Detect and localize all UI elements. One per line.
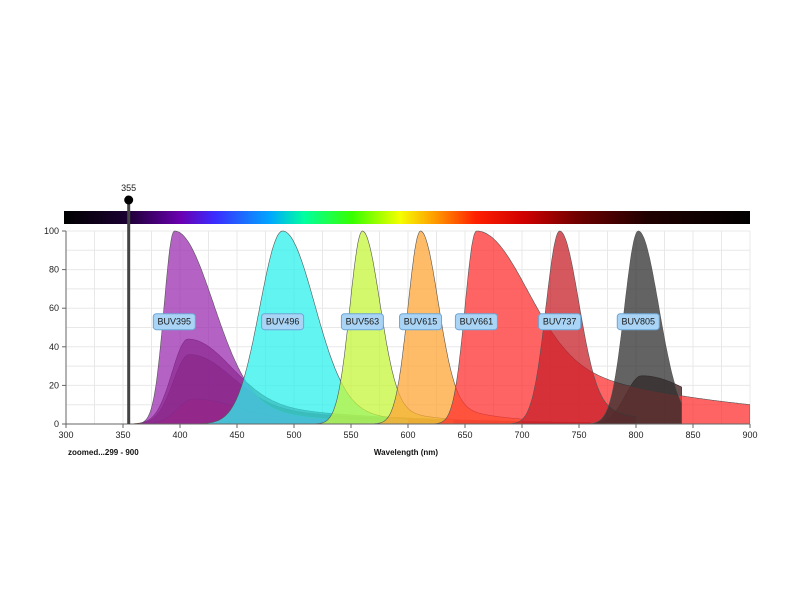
dye-label-buv805[interactable]: BUV805 (616, 313, 660, 331)
dye-label-box (399, 313, 443, 331)
x-tick-label: 600 (400, 430, 415, 440)
x-tick-label: 800 (628, 430, 643, 440)
dye-label-text: BUV805 (622, 317, 656, 327)
y-tick-label: 20 (49, 380, 59, 390)
dye-label-box (616, 313, 660, 331)
dye-label-buv395[interactable]: BUV395 (152, 313, 196, 331)
x-tick-label: 450 (229, 430, 244, 440)
y-tick-label: 0 (54, 419, 59, 429)
dye-labels[interactable]: BUV395 BUV496 BUV563 BUV615 BUV661 BUV737 BUV8… (152, 313, 660, 331)
dye-label-buv661[interactable]: BUV661 (454, 313, 498, 331)
laser-handle (124, 195, 134, 205)
x-tick-label: 900 (742, 430, 757, 440)
dye-label-text: BUV563 (346, 317, 380, 327)
dye-label-text: BUV737 (543, 317, 577, 327)
laser-wavelength-label: 355 (121, 183, 136, 193)
y-tick-label: 80 (49, 265, 59, 275)
spectrum-color-bar (64, 211, 750, 224)
range-note: zoomed...299 - 900 (68, 448, 139, 457)
dye-label-text: BUV395 (158, 317, 192, 327)
axes: 300 350 400 450 500 550 600 650 700 750 800 850 900 0… (44, 226, 758, 440)
x-axis-title: Wavelength (nm) (374, 448, 438, 457)
dye-label-text: BUV615 (404, 317, 438, 327)
y-tick-label: 100 (44, 226, 59, 236)
dye-label-text: BUV661 (460, 317, 494, 327)
x-tick-label: 500 (286, 430, 301, 440)
dye-label-box (538, 313, 582, 331)
y-tick-label: 60 (49, 303, 59, 313)
x-tick-label: 400 (172, 430, 187, 440)
x-tick-label: 850 (685, 430, 700, 440)
x-tick-label: 650 (457, 430, 472, 440)
x-tick-label: 750 (571, 430, 586, 440)
x-tick-label: 550 (343, 430, 358, 440)
x-tick-label: 700 (514, 430, 529, 440)
dye-label-box (261, 313, 305, 331)
y-tick-label: 40 (49, 342, 59, 352)
x-tick-label: 350 (115, 430, 130, 440)
x-tick-label: 300 (58, 430, 73, 440)
laser-line[interactable]: 355 (121, 183, 136, 424)
dye-label-box (454, 313, 498, 331)
dye-label-buv615[interactable]: BUV615 (399, 313, 443, 331)
dye-label-box (152, 313, 196, 331)
dye-label-buv496[interactable]: BUV496 (261, 313, 305, 331)
dye-label-text: BUV496 (266, 317, 300, 327)
dye-label-buv563[interactable]: BUV563 (340, 313, 384, 331)
dye-label-buv737[interactable]: BUV737 (538, 313, 582, 331)
dye-label-box (340, 313, 384, 331)
